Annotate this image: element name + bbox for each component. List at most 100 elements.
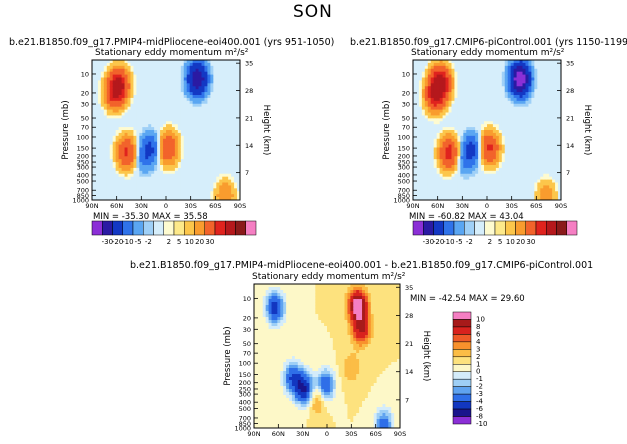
heatmap-cell (183, 112, 188, 116)
heatmap-cell (430, 65, 435, 70)
heatmap-cell (424, 150, 429, 154)
heatmap-cell (495, 141, 500, 145)
heatmap-cell (112, 100, 117, 105)
heatmap-cell (139, 92, 143, 96)
heatmap-cell (136, 144, 140, 148)
heatmap-cell (457, 156, 461, 160)
heatmap-cell (231, 92, 235, 96)
heatmap-cell (442, 97, 446, 102)
heatmap-cell (540, 124, 544, 128)
heatmap-cell (183, 159, 188, 163)
heatmap-cell (228, 89, 232, 93)
heatmap-cell (198, 153, 202, 157)
heatmap-cell (531, 138, 535, 143)
heatmap-cell (157, 130, 161, 134)
heatmap-cell (507, 86, 512, 90)
heatmap-cell (124, 109, 128, 113)
heatmap-cell (210, 150, 214, 154)
heatmap-cell (174, 65, 179, 70)
heatmap-cell (507, 62, 512, 67)
heatmap-cell (154, 112, 158, 116)
heatmap-cell (549, 83, 553, 87)
heatmap-cell (519, 83, 523, 87)
heatmap-cell (234, 182, 238, 186)
heatmap-cell (454, 115, 458, 119)
heatmap-cell (97, 97, 102, 102)
heatmap-cell (552, 124, 556, 128)
heatmap-cell (254, 287, 258, 291)
heatmap-cell (231, 167, 235, 172)
heatmap-cell (466, 71, 470, 75)
heatmap-cell (195, 112, 199, 116)
heatmap-cell (225, 68, 229, 73)
heatmap-cell (430, 197, 435, 201)
heatmap-cell (145, 60, 149, 64)
heatmap-cell (189, 179, 194, 183)
heatmap-cell (454, 138, 458, 143)
heatmap-cell (118, 191, 122, 195)
heatmap-cell (436, 167, 441, 172)
heatmap-cell (154, 74, 158, 78)
heatmap-cell (163, 167, 167, 172)
heatmap-cell (427, 109, 432, 113)
heatmap-cell (183, 74, 188, 78)
heatmap-cell (475, 165, 479, 169)
heatmap-cell (469, 144, 473, 148)
heatmap-cell (549, 60, 553, 64)
heatmap-cell (133, 159, 137, 163)
heatmap-cell (501, 173, 506, 178)
heatmap-cell (231, 165, 235, 169)
heatmap-cell (180, 170, 185, 175)
heatmap-cell (466, 167, 470, 172)
heatmap-cell (133, 167, 137, 172)
heatmap-cell (463, 170, 467, 175)
heatmap-cell (168, 179, 173, 183)
heatmap-cell (525, 170, 529, 175)
heatmap-cell (525, 179, 529, 183)
heatmap-cell (484, 124, 488, 128)
heatmap-cell (148, 130, 152, 134)
heatmap-cell (207, 130, 211, 134)
heatmap-cell (213, 176, 217, 180)
heatmap-cell (127, 62, 131, 67)
heatmap-cell (204, 150, 208, 154)
heatmap-cell (472, 124, 476, 128)
heatmap-cell (228, 92, 232, 96)
heatmap-cell (421, 71, 426, 75)
heatmap-cell (531, 60, 535, 64)
heatmap-cell (183, 135, 188, 140)
heatmap-cell (92, 182, 96, 186)
heatmap-cell (133, 121, 137, 125)
heatmap-cell (475, 182, 479, 186)
heatmap-cell (558, 165, 562, 169)
heatmap-cell (495, 165, 500, 169)
heatmap-cell (213, 100, 217, 105)
heatmap-cell (133, 68, 137, 73)
heatmap-cell (489, 132, 494, 137)
heatmap-cell (94, 179, 99, 183)
heatmap-cell (177, 135, 182, 140)
heatmap-cell (154, 124, 158, 128)
heatmap-cell (433, 121, 438, 125)
heatmap-cell (145, 130, 149, 134)
heatmap-cell (148, 144, 152, 148)
heatmap-cell (106, 60, 111, 64)
heatmap-cell (537, 130, 541, 134)
heatmap-cell (439, 194, 443, 198)
heatmap-cell (219, 197, 223, 201)
heatmap-cell (427, 144, 432, 148)
heatmap-cell (151, 103, 155, 108)
heatmap-cell (198, 71, 202, 75)
heatmap-cell (519, 121, 523, 125)
heatmap-cell (154, 97, 158, 102)
heatmap-cell (92, 162, 96, 166)
heatmap-cell (234, 118, 238, 122)
heatmap-cell (92, 115, 96, 119)
heatmap-cell (507, 121, 512, 125)
heatmap-cell (166, 95, 170, 99)
heatmap-cell (163, 138, 167, 143)
heatmap-cell (201, 71, 205, 75)
heatmap-cell (522, 74, 526, 78)
heatmap-cell (154, 147, 158, 151)
heatmap-cell (216, 165, 220, 169)
